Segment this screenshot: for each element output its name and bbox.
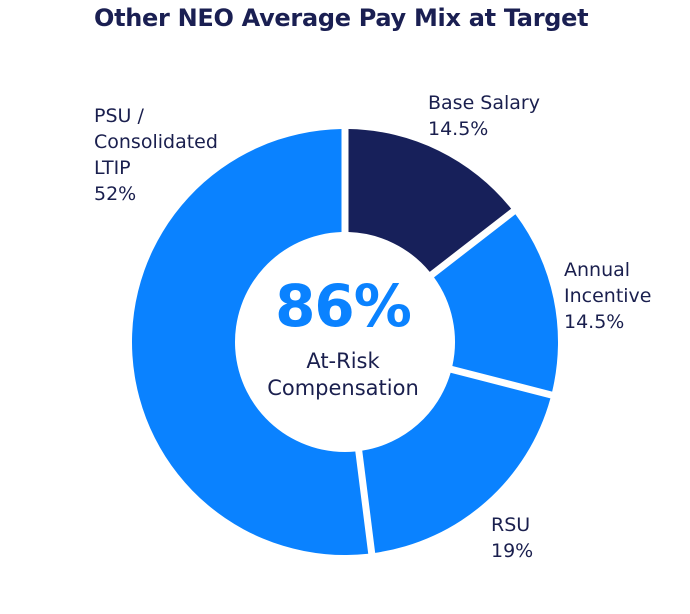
slice-label-annual-incentive: Annual Incentive 14.5% — [564, 257, 652, 335]
slice-label-text: Incentive — [564, 285, 652, 307]
center-caption: At-Risk Compensation — [223, 348, 463, 402]
slice-label-text: RSU — [491, 514, 531, 536]
slice-rsu — [362, 372, 551, 553]
slice-label-text: PSU / — [94, 105, 144, 127]
slice-label-text: Base Salary — [428, 92, 540, 114]
center-caption-line: Compensation — [267, 376, 419, 400]
slice-label-text: Annual — [564, 259, 631, 281]
slice-label-psu-ltip: PSU / Consolidated LTIP 52% — [94, 103, 218, 207]
slice-psu-ltip — [131, 129, 369, 556]
slice-label-base-salary: Base Salary 14.5% — [428, 90, 540, 142]
slice-value-label: 14.5% — [428, 118, 489, 140]
chart-title: Other NEO Average Pay Mix at Target — [94, 4, 589, 32]
slice-value-label: 19% — [491, 540, 534, 562]
slice-label-text: LTIP — [94, 157, 131, 179]
slice-label-text: Consolidated — [94, 131, 218, 153]
slice-base-salary — [348, 129, 512, 272]
slice-annual-incentive — [434, 214, 558, 392]
slice-value-label: 14.5% — [564, 311, 625, 333]
slice-label-rsu: RSU 19% — [491, 512, 533, 564]
center-caption-line: At-Risk — [306, 349, 380, 373]
slice-value-label: 52% — [94, 183, 137, 205]
center-value: 86% — [275, 272, 412, 340]
